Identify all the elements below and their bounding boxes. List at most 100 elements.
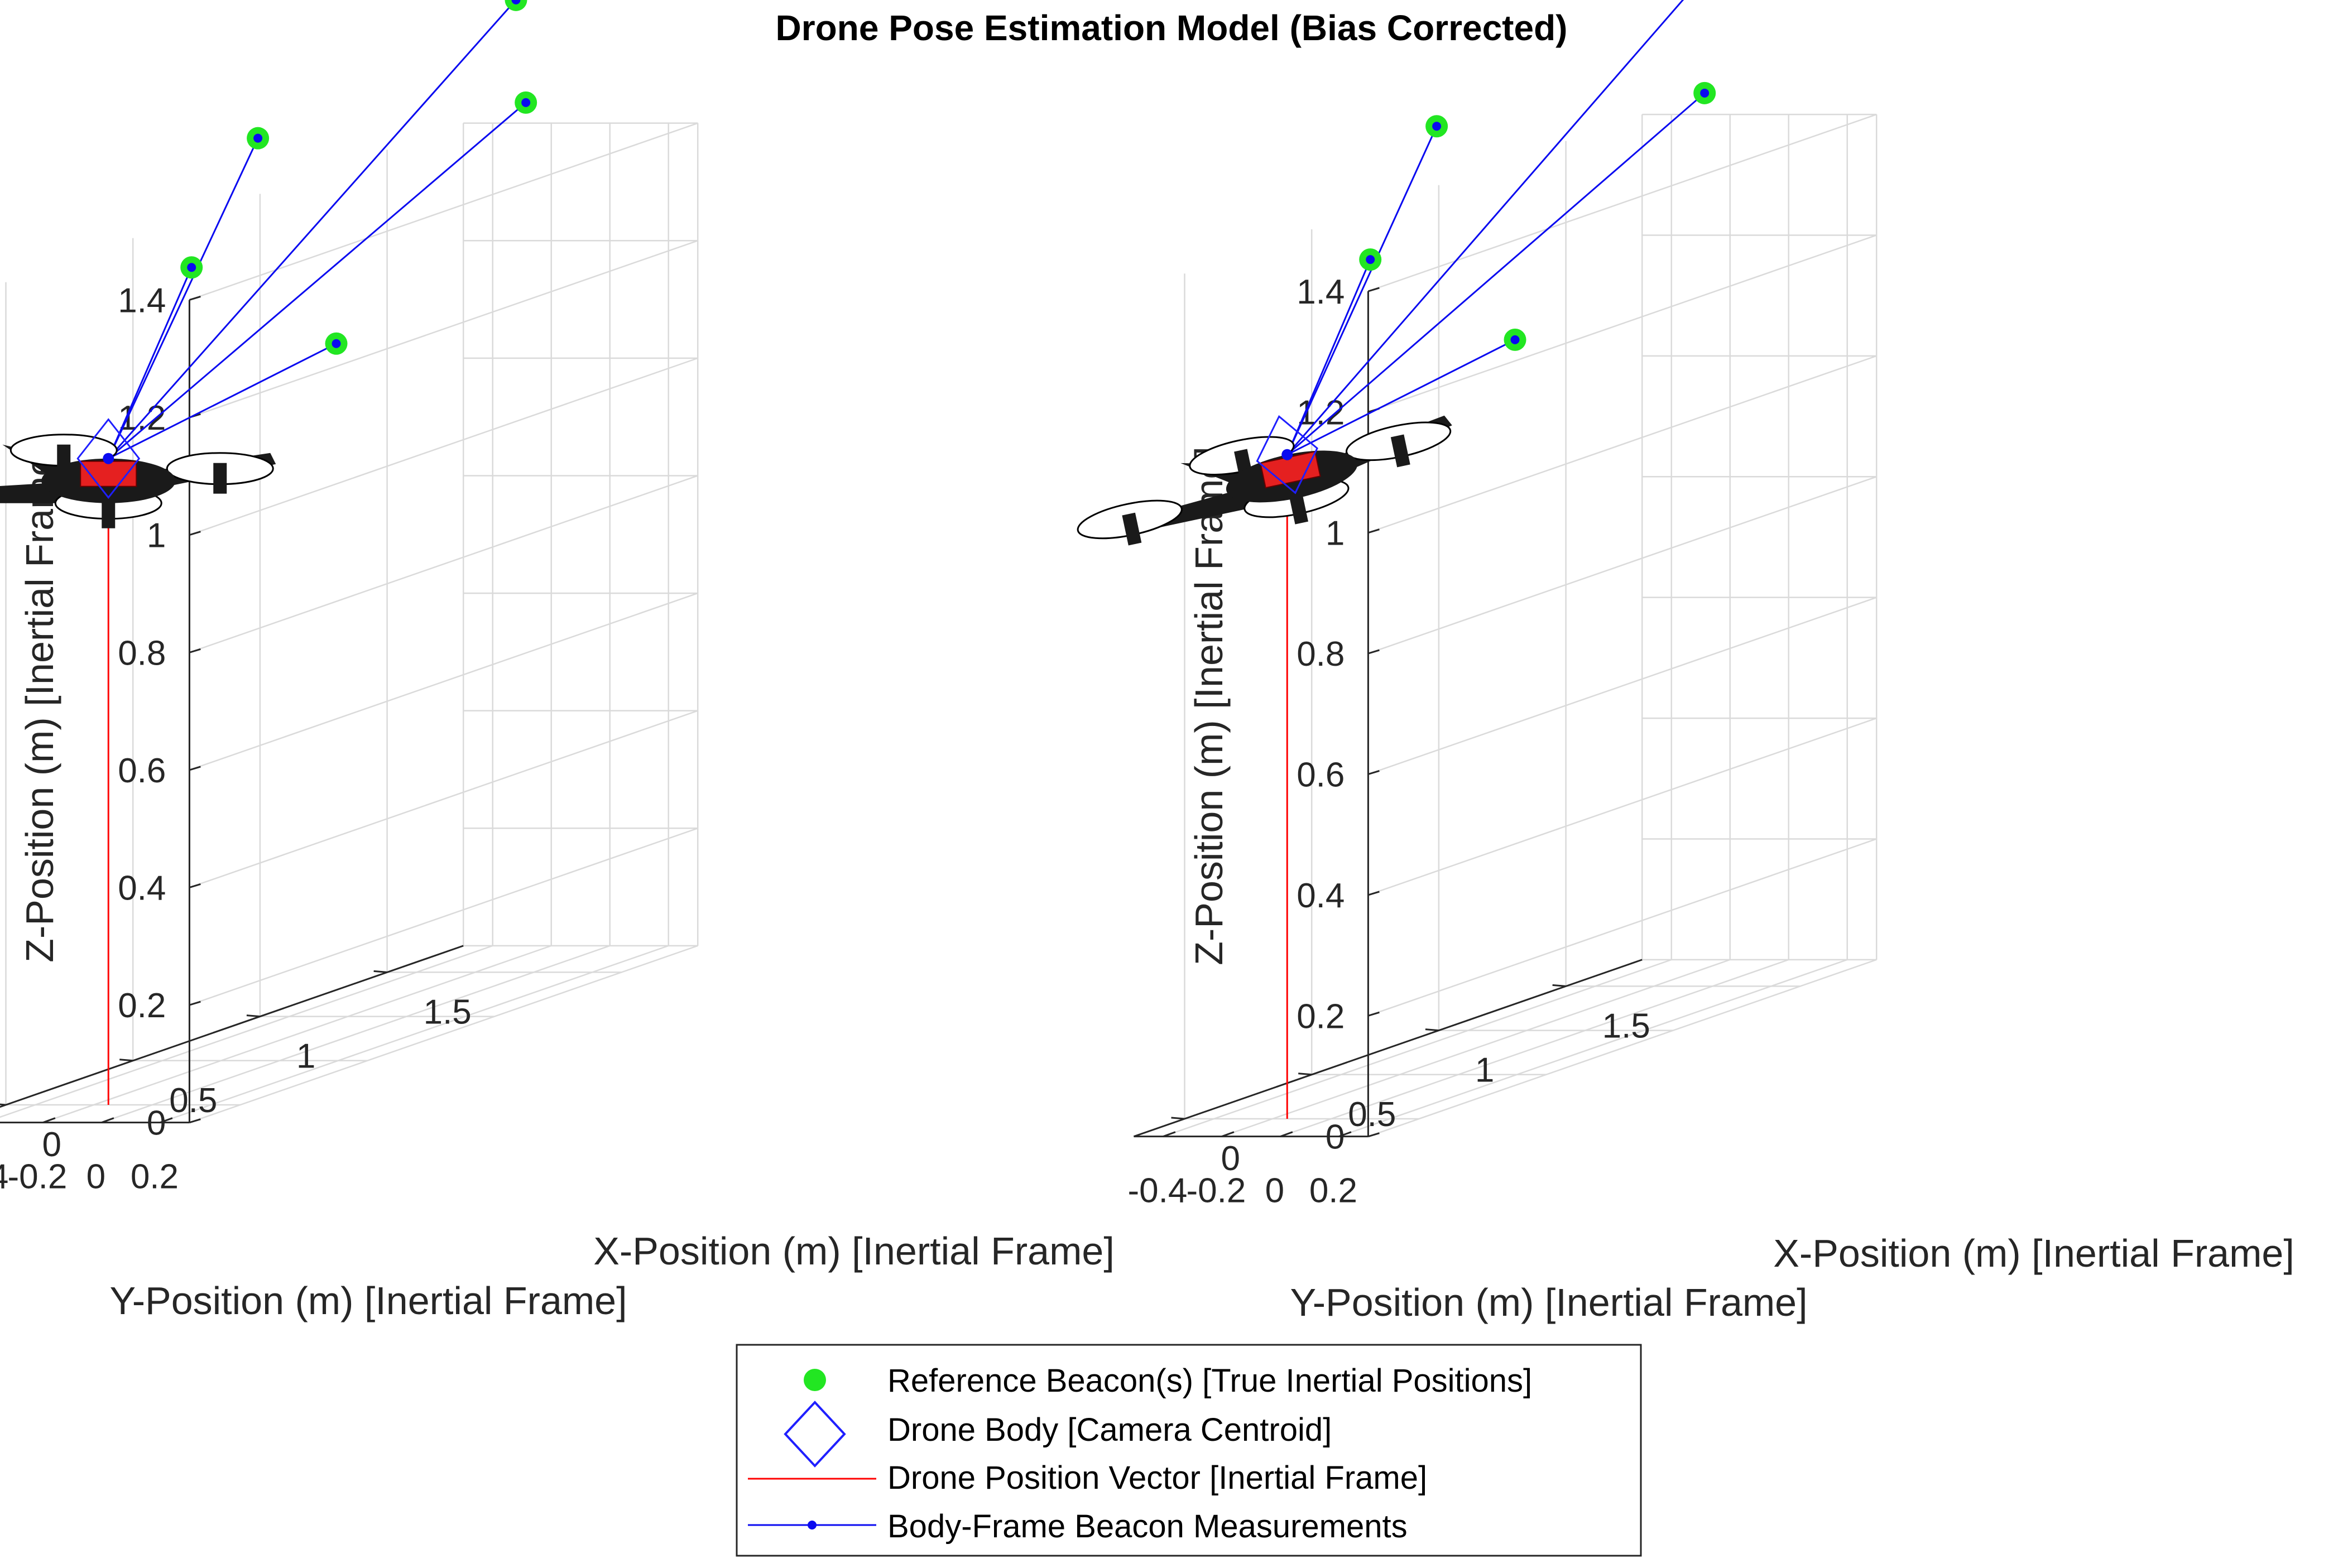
legend-drone-body-marker <box>784 1401 846 1468</box>
legend-measurement-marker <box>808 1521 817 1529</box>
z-axis-label: Z-Position (m) [Inertial Frame] <box>18 444 61 963</box>
y-tick-label: -0.4 <box>1127 1172 1187 1210</box>
z-tick <box>189 1001 201 1006</box>
figure-title: Drone Pose Estimation Model (Bias Correc… <box>776 8 1568 48</box>
y-axis-label: Y-Position (m) [Inertial Frame] <box>109 1279 627 1322</box>
grid-line <box>42 945 552 1123</box>
y-tick <box>101 1117 114 1124</box>
z-tick <box>189 531 201 536</box>
z-tick-label: 1 <box>147 517 166 555</box>
z-tick <box>1367 770 1380 775</box>
x-tick-label: 1.5 <box>424 993 472 1031</box>
z-tick-label: 0.4 <box>1297 877 1345 915</box>
z-tick <box>189 296 201 301</box>
y-tick <box>1338 1131 1352 1138</box>
y-tick <box>160 1117 173 1124</box>
right-3d-axes: 00.20.40.60.811.21.40.20-0.2-0.400.511.5… <box>1077 0 2294 1324</box>
z-tick <box>189 648 201 653</box>
z-tick <box>189 766 201 771</box>
x-tick <box>1171 1117 1185 1120</box>
y-tick-label: 0.2 <box>1309 1172 1357 1210</box>
legend-box <box>736 1344 1642 1557</box>
x-tick <box>1552 984 1566 987</box>
drone-body <box>1077 415 1452 546</box>
z-tick-label: 0 <box>147 1104 166 1143</box>
x-axis-line <box>0 945 464 1108</box>
x-tick-label: 1.5 <box>1602 1007 1650 1045</box>
beacon-measurement-dot <box>521 98 531 107</box>
z-tick <box>1367 1011 1380 1017</box>
measurement-line <box>107 138 259 459</box>
beacon-measurement-dot <box>187 263 196 272</box>
z-tick <box>1367 1132 1380 1138</box>
rotor-mount <box>1289 491 1308 525</box>
y-tick-label: -0.2 <box>7 1158 67 1196</box>
beacon-measurement-dot <box>1510 335 1520 344</box>
z-tick-label: 0.8 <box>118 634 166 672</box>
measurement-line <box>1286 0 1684 455</box>
measurement-line <box>1286 92 1706 455</box>
drone-diamond-marker <box>76 418 141 499</box>
z-axis-label: Z-Position (m) [Inertial Frame] <box>1187 446 1231 965</box>
x-tick <box>246 1014 261 1018</box>
y-tick-label: 0.2 <box>131 1158 179 1196</box>
y-tick <box>1280 1131 1293 1138</box>
z-tick-label: 0.6 <box>118 752 166 790</box>
drone-centroid-dot <box>1281 449 1293 460</box>
x-axis-label: X-Position (m) [Inertial Frame] <box>1773 1232 2294 1275</box>
x-tick <box>119 1059 133 1062</box>
z-tick-label: 0.8 <box>1297 635 1345 674</box>
x-tick-label: 0 <box>42 1126 61 1164</box>
rotor-mount <box>1390 434 1410 468</box>
drone-centroid-dot <box>103 453 114 464</box>
beacon-measurement-dot <box>253 133 263 143</box>
y-tick-label: -0.2 <box>1186 1172 1246 1210</box>
z-tick <box>1367 528 1380 534</box>
legend-label-beacon: Reference Beacon(s) [True Inertial Posit… <box>887 1363 1532 1399</box>
z-tick-label: 0 <box>1326 1118 1345 1157</box>
measurement-line <box>107 267 193 459</box>
drone-body <box>0 418 276 528</box>
x-tick-label: 0 <box>1221 1139 1240 1178</box>
y-axis-label: Y-Position (m) [Inertial Frame] <box>1290 1281 1807 1324</box>
grid-line <box>1280 959 1789 1137</box>
beacon-measurement-dot <box>511 0 521 4</box>
y-tick-label: 0 <box>87 1158 105 1196</box>
legend-label-body: Drone Body [Camera Centroid] <box>887 1412 1332 1448</box>
grid-line <box>101 945 611 1123</box>
x-tick <box>0 1103 6 1106</box>
measurement-line <box>1286 259 1371 455</box>
z-tick-label: 0.6 <box>1297 756 1345 794</box>
z-tick-label: 0.2 <box>118 987 166 1025</box>
legend-label-vector: Drone Position Vector [Inertial Frame] <box>887 1460 1427 1496</box>
beacon-measurement-dot <box>332 339 341 348</box>
grid-line <box>1221 959 1731 1137</box>
x-tick <box>1298 1072 1312 1076</box>
z-tick <box>1367 649 1380 655</box>
beacon-measurement-dot <box>1700 88 1710 98</box>
legend-beacon-marker <box>804 1369 826 1391</box>
y-tick <box>1163 1131 1176 1138</box>
y-tick-label: -0.4 <box>0 1158 8 1196</box>
x-tick-label: 0.5 <box>1348 1095 1396 1134</box>
left-3d-axes: 00.20.40.60.811.21.40.20-0.2-0.400.511.5… <box>0 0 1115 1322</box>
beacon-measurement-dot <box>1366 255 1375 264</box>
z-tick-label: 0.2 <box>1297 997 1345 1036</box>
x-tick-label: 1 <box>296 1037 315 1076</box>
beacon-measurement-dot <box>1432 122 1442 131</box>
z-tick <box>189 883 201 888</box>
z-tick-label: 0.4 <box>118 869 166 907</box>
legend: Reference Beacon(s) [True Inertial Posit… <box>736 1344 1642 1557</box>
x-tick-label: 1 <box>1475 1051 1494 1090</box>
rotor-mount <box>1122 512 1142 546</box>
measurement-line <box>1286 126 1438 455</box>
measurement-line <box>1286 339 1516 456</box>
legend-label-measurement: Body-Frame Beacon Measurements <box>887 1508 1408 1545</box>
x-axis-label: X-Position (m) [Inertial Frame] <box>593 1229 1115 1273</box>
z-tick <box>1367 287 1380 292</box>
z-tick-label: 1.4 <box>118 281 166 320</box>
drone-diamond-marker <box>1256 415 1318 494</box>
y-tick-label: 0 <box>1265 1172 1284 1210</box>
z-tick-label: 1 <box>1326 514 1345 553</box>
